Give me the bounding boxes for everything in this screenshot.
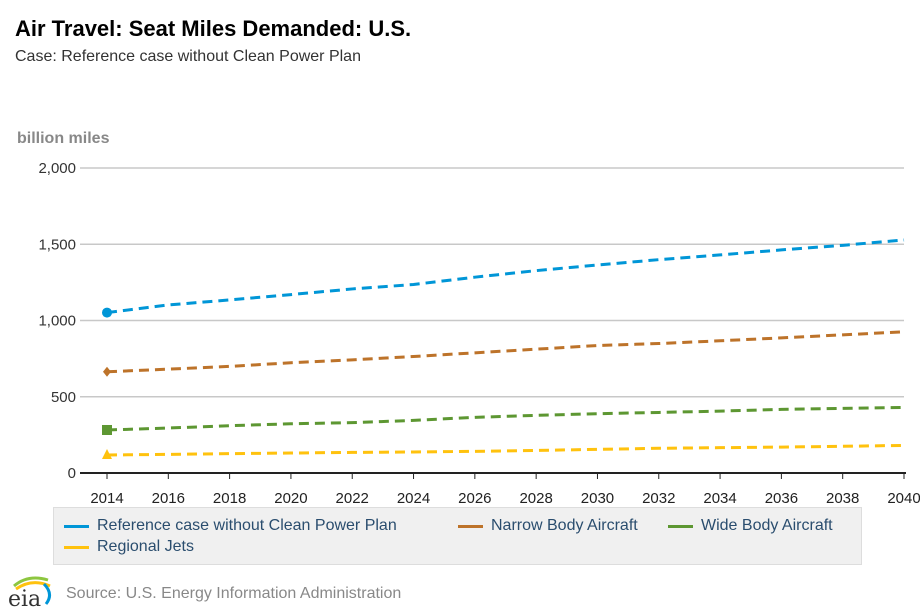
x-tick-label: 2022: [336, 490, 369, 507]
legend: Reference case without Clean Power Plan …: [53, 507, 862, 565]
series-marker: [102, 449, 112, 460]
y-axis-label: billion miles: [17, 130, 110, 147]
series-marker: [102, 307, 112, 318]
series-line-1: [106, 330, 905, 374]
x-tick-label: 2024: [397, 490, 430, 507]
legend-swatch: [668, 524, 693, 528]
series-marker: [102, 424, 112, 435]
series-line-0: [106, 238, 905, 315]
legend-label: Narrow Body Aircraft: [491, 517, 638, 534]
legend-swatch: [64, 524, 89, 528]
x-tick-label: 2038: [826, 490, 859, 507]
x-tick-label: 2020: [274, 490, 307, 507]
series-line-2: [106, 405, 905, 432]
source-note: Source: U.S. Energy Information Administ…: [66, 585, 402, 602]
x-tick-label: 2036: [765, 490, 798, 507]
series-line-3: [106, 443, 905, 457]
legend-label: Regional Jets: [97, 538, 194, 555]
chart-subtitle: Case: Reference case without Clean Power…: [15, 48, 361, 65]
x-tick-label: 2030: [581, 490, 614, 507]
svg-text:eia: eia: [8, 587, 41, 610]
x-tick-label: 2026: [458, 490, 491, 507]
chart-title: Air Travel: Seat Miles Demanded: U.S.: [15, 16, 412, 41]
y-tick-label: 0: [68, 465, 76, 482]
x-tick-label: 2034: [703, 490, 736, 507]
legend-item-wide-body[interactable]: Wide Body Aircraft: [668, 517, 833, 535]
legend-item-reference[interactable]: Reference case without Clean Power Plan: [64, 517, 397, 535]
x-tick-label: 2040: [887, 490, 920, 507]
x-tick-label: 2014: [90, 490, 123, 507]
legend-swatch: [458, 524, 483, 528]
legend-label: Wide Body Aircraft: [701, 517, 833, 534]
eia-logo: eia: [6, 572, 56, 613]
y-tick-label: 1,000: [38, 313, 76, 330]
x-tick-label: 2018: [213, 490, 246, 507]
legend-item-narrow-body[interactable]: Narrow Body Aircraft: [458, 517, 638, 535]
y-tick-label: 500: [51, 389, 76, 406]
legend-swatch: [64, 545, 89, 549]
x-tick-label: 2028: [519, 490, 552, 507]
legend-item-regional-jets[interactable]: Regional Jets: [64, 538, 194, 556]
y-tick-label: 2,000: [38, 160, 76, 177]
x-tick-label: 2032: [642, 490, 675, 507]
series-marker: [103, 366, 111, 377]
x-tick-label: 2016: [152, 490, 185, 507]
legend-label: Reference case without Clean Power Plan: [97, 517, 397, 534]
y-tick-label: 1,500: [38, 236, 76, 253]
